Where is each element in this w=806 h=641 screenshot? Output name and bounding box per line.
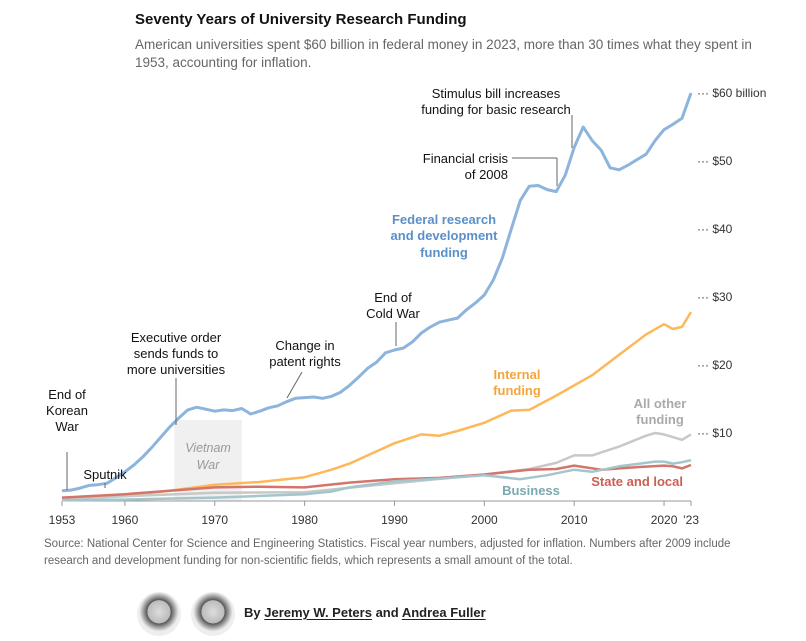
series-label: Federal research [392,212,496,227]
series-label: funding [636,412,684,427]
annotation-label: Cold War [366,306,420,321]
x-tick-label: 2020 [651,513,678,527]
author-photo-peters[interactable] [137,592,181,636]
annotation-label: Sputnik [83,467,127,482]
x-tick-label: 1970 [201,513,228,527]
y-tick-label: ··· $20 [697,358,733,372]
x-tick-label: 2010 [561,513,588,527]
annotation-leader-line [286,371,303,399]
series-line-0 [61,92,693,493]
series-label: funding [493,383,541,398]
x-tick-label: 2000 [471,513,498,527]
byline: By Jeremy W. Peters and Andrea Fuller [244,605,486,620]
chart-title: Seventy Years of University Research Fun… [135,11,467,28]
series-line-4 [61,458,692,502]
series-label: Business [502,483,560,498]
annotation-label: Financial crisis [423,151,509,166]
author-link-fuller[interactable]: Andrea Fuller [401,605,486,620]
annotation-label: sends funds to [134,346,219,361]
annotation-label: funding for basic research [421,102,571,117]
y-tick-label: ··· $60 billion [697,86,766,100]
y-tick-label: ··· $50 [697,154,733,168]
vietnam-war-label: War [197,458,221,472]
series-line-1 [61,311,693,501]
x-tick-label: ’23 [683,513,699,527]
annotation-label: Change in [275,338,334,353]
annotation-label: Stimulus bill increases [432,86,561,101]
y-tick-label: ··· $10 [697,426,733,440]
annotation-label: patent rights [269,354,341,369]
y-tick-label: ··· $30 [697,290,733,304]
author-photo-fuller[interactable] [191,592,235,636]
annotation-label: Korean [46,403,88,418]
author-link-peters[interactable]: Jeremy W. Peters [264,605,372,620]
x-tick-label: 1980 [291,513,318,527]
line-chart: Vietnam War 1953 1960 1970 1980 1990 2000 2010 20… [46,86,766,527]
series-line-2 [61,431,692,501]
x-tick-label: 1953 [49,513,76,527]
annotation-label: of 2008 [465,167,508,182]
y-tick-label: ··· $40 [697,222,733,236]
series-label: Internal [494,367,541,382]
chart-subtitle: American universities spent $60 billion … [135,37,752,70]
series-label: All other [634,396,687,411]
vietnam-war-label: Vietnam [185,441,231,455]
annotation-label: War [55,419,79,434]
annotation-label: End of [374,290,412,305]
annotation-label: more universities [127,362,226,377]
source-note: Source: National Center for Science and … [44,538,731,567]
series-label: State and local [591,474,683,489]
annotation-label: Executive order [131,330,222,345]
annotation-label: End of [48,387,86,402]
series-label: funding [420,245,468,260]
x-tick-label: 1990 [381,513,408,527]
series-label: and development [391,228,499,243]
x-tick-label: 1960 [112,513,139,527]
